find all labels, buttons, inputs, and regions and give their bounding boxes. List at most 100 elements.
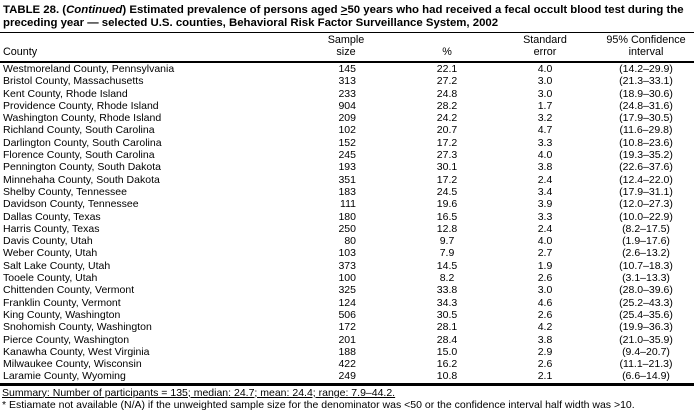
county-cell: Tooele County, Utah xyxy=(3,272,98,285)
confidence-interval-cell: (19.3–35.2) xyxy=(619,149,673,162)
table-row: Milwaukee County, Wisconsin 422 16.2 2.6… xyxy=(0,358,694,370)
summary-text: Summary: Number of participants = 135; m… xyxy=(2,386,396,399)
table-row: Weber County, Utah 103 7.9 2.7 (2.6–13.2… xyxy=(0,247,694,259)
standard-error-cell: 1.9 xyxy=(537,259,553,272)
county-cell: Bristol County, Massachusetts xyxy=(3,75,144,88)
percent-cell: 27.3 xyxy=(436,149,458,162)
county-cell: Davidson County, Tennessee xyxy=(3,198,139,211)
standard-error-cell: 3.4 xyxy=(537,185,553,198)
percent-cell: 22.1 xyxy=(436,63,458,75)
confidence-interval-cell: (17.9–30.5) xyxy=(619,112,673,125)
col-header-sample-size: Sample size xyxy=(320,33,372,62)
county-cell: Snohomish County, Washington xyxy=(3,321,152,334)
table-row: Franklin County, Vermont 124 34.3 4.6 (2… xyxy=(0,297,694,309)
confidence-interval-cell: (21.0–35.9) xyxy=(619,333,673,346)
table-row: Laramie County, Wyoming 249 10.8 2.1 (6.… xyxy=(0,370,694,384)
standard-error-cell: 2.6 xyxy=(537,308,553,321)
confidence-interval-cell: (3.1–13.3) xyxy=(622,272,670,285)
col-header-confidence-interval: 95% Confidence interval xyxy=(574,33,694,62)
county-cell: Laramie County, Wyoming xyxy=(3,370,126,383)
percent-cell: 30.1 xyxy=(436,161,458,174)
sample-size-cell: 172 xyxy=(338,321,356,334)
county-cell: King County, Washington xyxy=(3,308,121,321)
table-row: Davis County, Utah 80 9.7 4.0 (1.9–17.6) xyxy=(0,235,694,247)
sample-size-cell: 145 xyxy=(338,63,356,75)
standard-error-cell: 3.0 xyxy=(537,87,553,100)
col-header-percent-label: % xyxy=(442,45,452,58)
county-cell: Pennington County, South Dakota xyxy=(3,161,161,174)
table-row: Pierce County, Washington 201 28.4 3.8 (… xyxy=(0,334,694,346)
percent-cell: 17.2 xyxy=(436,136,458,149)
percent-cell: 9.7 xyxy=(439,235,455,248)
percent-cell: 7.9 xyxy=(439,247,455,260)
percent-cell: 16.2 xyxy=(436,358,458,371)
county-cell: Dallas County, Texas xyxy=(3,210,101,223)
standard-error-cell: 2.4 xyxy=(537,173,553,186)
title-continued: Continued xyxy=(66,4,123,16)
confidence-interval-cell: (6.6–14.9) xyxy=(622,370,670,383)
standard-error-cell: 3.3 xyxy=(537,136,553,149)
title-after-paren: ) Estimated prevalence of persons aged xyxy=(122,4,341,16)
standard-error-cell: 2.6 xyxy=(537,358,553,371)
sample-size-cell: 180 xyxy=(338,210,356,223)
data-table: County Sample size % Standard error 95% Co… xyxy=(0,33,694,386)
confidence-interval-cell: (28.0–39.6) xyxy=(619,284,673,297)
standard-error-cell: 3.9 xyxy=(537,198,553,211)
confidence-interval-cell: (2.6–13.2) xyxy=(622,247,670,260)
county-cell: Minnehaha County, South Dakota xyxy=(3,173,160,186)
percent-cell: 16.5 xyxy=(436,210,458,223)
county-cell: Franklin County, Vermont xyxy=(3,296,121,309)
table-row: Florence County, South Carolina 245 27.3… xyxy=(0,149,694,161)
confidence-interval-cell: (25.4–35.6) xyxy=(619,308,673,321)
sample-size-cell: 233 xyxy=(338,87,356,100)
confidence-interval-cell: (12.0–27.3) xyxy=(619,198,673,211)
percent-cell: 10.8 xyxy=(436,370,458,383)
standard-error-cell: 3.0 xyxy=(537,284,553,297)
sample-size-cell: 245 xyxy=(338,149,356,162)
confidence-interval-cell: (11.1–21.3) xyxy=(619,358,673,371)
percent-cell: 24.5 xyxy=(436,185,458,198)
sample-size-cell: 422 xyxy=(338,358,356,371)
standard-error-cell: 2.6 xyxy=(537,272,553,285)
table-body: Westmoreland County, Pennsylvania 145 22… xyxy=(0,62,694,385)
standard-error-cell: 2.9 xyxy=(537,345,553,358)
table-row: Washington County, Rhode Island 209 24.2… xyxy=(0,112,694,124)
table-row: Shelby County, Tennessee 183 24.5 3.4 (1… xyxy=(0,186,694,198)
sample-size-cell: 201 xyxy=(338,333,356,346)
header-row: County Sample size % Standard error 95% Co… xyxy=(0,33,694,62)
footnote: * Estiamate not available (N/A) if the u… xyxy=(2,399,635,412)
percent-cell: 12.8 xyxy=(436,222,458,235)
col-header-ci-line1: 95% Confidence xyxy=(606,34,686,46)
col-header-county: County xyxy=(0,33,320,62)
county-cell: Salt Lake County, Utah xyxy=(3,259,111,272)
sample-size-cell: 250 xyxy=(338,222,356,235)
sample-size-cell: 209 xyxy=(338,112,356,125)
county-cell: Milwaukee County, Wisconsin xyxy=(3,358,142,371)
confidence-interval-cell: (19.9–36.3) xyxy=(619,321,673,334)
title-line-2: preceding year — selected U.S. counties,… xyxy=(3,17,499,29)
sample-size-cell: 111 xyxy=(340,198,356,211)
col-header-percent: % xyxy=(372,33,512,62)
geq-symbol: > xyxy=(340,4,348,16)
confidence-interval-cell: (10.0–22.9) xyxy=(619,210,673,223)
table-header: County Sample size % Standard error 95% Co… xyxy=(0,33,694,62)
col-header-standard-error: Standard error xyxy=(512,33,574,62)
confidence-interval-cell: (22.6–37.6) xyxy=(619,161,673,174)
table-row: Snohomish County, Washington 172 28.1 4.… xyxy=(0,321,694,333)
sample-size-cell: 102 xyxy=(338,124,356,137)
sample-size-cell: 249 xyxy=(338,370,356,383)
standard-error-cell: 3.8 xyxy=(537,333,553,346)
percent-cell: 34.3 xyxy=(436,296,458,309)
percent-cell: 20.7 xyxy=(436,124,458,137)
table-row: Pennington County, South Dakota 193 30.1… xyxy=(0,161,694,173)
confidence-interval-cell: (10.7–18.3) xyxy=(619,259,673,272)
col-header-county-label: County xyxy=(3,45,38,58)
sample-size-cell: 183 xyxy=(338,185,356,198)
confidence-interval-cell: (18.9–30.6) xyxy=(619,87,673,100)
county-cell: Harris County, Texas xyxy=(3,222,100,235)
confidence-interval-cell: (14.2–29.9) xyxy=(619,63,673,75)
standard-error-cell: 3.3 xyxy=(537,210,553,223)
sample-size-cell: 904 xyxy=(338,99,356,112)
sample-size-cell: 325 xyxy=(338,284,356,297)
standard-error-cell: 4.7 xyxy=(537,124,553,137)
